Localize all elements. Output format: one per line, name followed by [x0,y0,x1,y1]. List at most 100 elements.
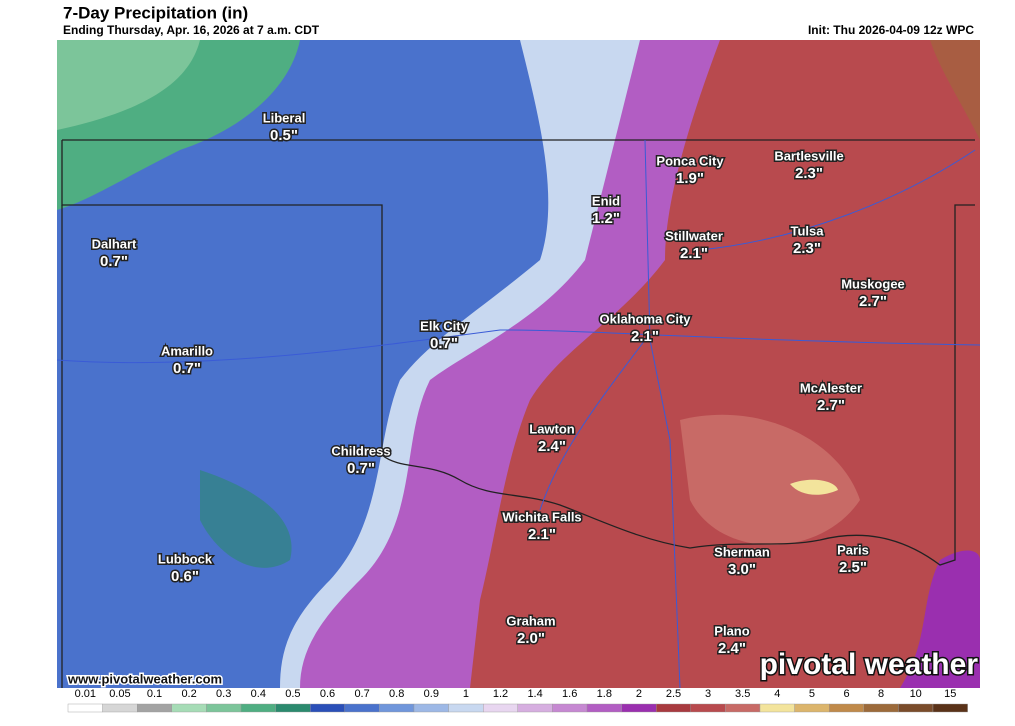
legend-tick-label: 0.1 [147,688,162,700]
legend-swatch [725,703,761,713]
city-name: Lawton [529,421,575,436]
city-name: McAlester [800,380,862,395]
city-name: Plano [714,623,749,638]
legend-swatch [829,703,865,713]
city-labels: Liberal 0.5" Ponca City 1.9" Bartlesville 2.3… [90,109,906,659]
legend-swatch [310,703,346,713]
legend-swatch [344,703,380,713]
legend-tick-label: 3.5 [735,688,750,700]
city-name: Dalhart [92,236,137,251]
site-url: www.pivotalweather.com [67,671,222,686]
city-amount: 2.0" [517,630,545,647]
legend-tick-label: 0.3 [216,688,231,700]
title: 7-Day Precipitation (in) [63,3,248,22]
subtitle: Ending Thursday, Apr. 16, 2026 at 7 a.m.… [63,23,320,37]
legend-swatch [136,703,172,713]
city-amount: 2.4" [538,438,566,455]
city-amount: 3.0" [728,561,756,578]
legend-tick-label: 0.9 [424,688,439,700]
legend-tick-label: 0.6 [320,688,335,700]
legend-swatch [552,703,588,713]
legend-swatch [932,703,968,713]
color-legend: 0.01 0.05 0.1 0.2 0.3 0.4 0.5 0.6 0.7 0.8 0.9 1 1.2 1… [67,688,968,713]
city-name: Stillwater [665,228,723,243]
city-name: Childress [331,443,390,458]
city-name: Ponca City [656,153,724,168]
legend-tick-label: 0.05 [109,688,130,700]
legend-swatch [656,703,692,713]
city-name: Paris [837,542,869,557]
legend-swatch [275,703,311,713]
legend-swatch [240,703,276,713]
city-amount: 2.7" [859,293,887,310]
city-name: Graham [506,613,555,628]
city-amount: 0.6" [171,568,199,585]
city-amount: 2.3" [793,240,821,257]
city-name: Amarillo [161,343,213,358]
city-amount: 0.7" [430,335,458,352]
legend-swatch [586,703,622,713]
city-amount: 1.2" [592,210,620,227]
city-amount: 0.7" [173,360,201,377]
legend-swatch [690,703,726,713]
legend-tick-label: 2 [636,688,642,700]
legend-swatch [67,703,103,713]
city-name: Tulsa [791,223,825,238]
legend-tick-label: 5 [809,688,815,700]
city-name: Oklahoma City [599,311,691,326]
legend-swatch [863,703,899,713]
legend-tick-label: 1.8 [597,688,612,700]
legend-tick-label: 10 [910,688,922,700]
legend-tick-label: 15 [944,688,956,700]
legend-swatch [898,703,934,713]
logo: pivotal weather [760,648,979,681]
city-amount: 2.3" [795,165,823,182]
legend-swatch [759,703,795,713]
legend-tick-label: 0.4 [251,688,266,700]
city-amount: 1.9" [676,170,704,187]
legend-tick-label: 0.8 [389,688,404,700]
legend-tick-label: 3 [705,688,711,700]
legend-swatch [102,703,138,713]
legend-swatch [448,703,484,713]
legend-swatch [379,703,415,713]
legend-swatch [517,703,553,713]
legend-swatch [171,703,207,713]
city-amount: 2.1" [680,245,708,262]
legend-tick-label: 1 [463,688,469,700]
city-amount: 0.7" [347,460,375,477]
legend-tick-label: 8 [878,688,884,700]
map [56,40,981,689]
city-name: Enid [592,193,620,208]
city-amount: 2.4" [718,640,746,657]
city-name: Bartlesville [774,148,843,163]
city-amount: 2.1" [528,526,556,543]
legend-tick-label: 2.5 [666,688,681,700]
legend-tick-label: 0.2 [181,688,196,700]
legend-tick-label: 0.7 [354,688,369,700]
city-amount: 0.7" [100,253,128,270]
legend-swatch [413,703,449,713]
legend-tick-label: 0.5 [285,688,300,700]
city-amount: 2.5" [839,559,867,576]
city-amount: 2.7" [817,397,845,414]
city-name: Muskogee [841,276,905,291]
city-name: Sherman [714,544,770,559]
legend-tick-label: 6 [843,688,849,700]
legend-tick-label: 1.2 [493,688,508,700]
legend-tick-label: 0.01 [75,688,96,700]
city-name: Liberal [263,110,306,125]
legend-swatch [621,703,657,713]
city-name: Lubbock [158,551,213,566]
city-name: Elk City [420,318,468,333]
legend-tick-label: 1.6 [562,688,577,700]
legend-swatch [206,703,242,713]
legend-swatch [794,703,830,713]
city-amount: 0.5" [270,127,298,144]
legend-swatch [483,703,519,713]
init-time: Init: Thu 2026-04-09 12z WPC [808,23,974,37]
city-name: Wichita Falls [502,509,581,524]
legend-tick-label: 1.4 [527,688,542,700]
legend-tick-label: 4 [774,688,780,700]
